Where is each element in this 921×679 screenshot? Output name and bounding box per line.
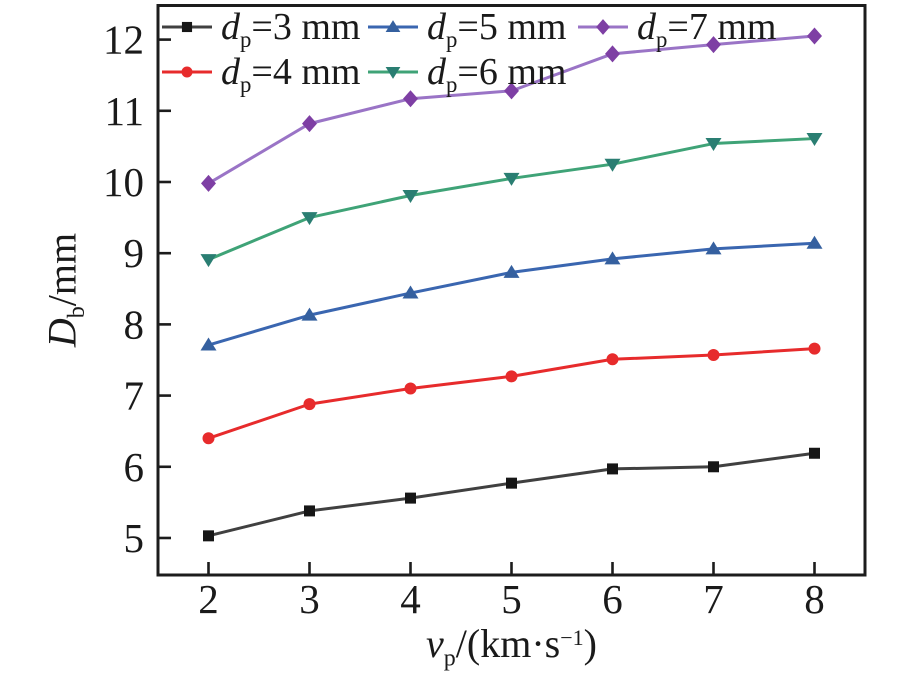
triangle-down-marker — [604, 158, 621, 172]
x-axis-title: vp/(km·s−1) — [426, 621, 597, 672]
triangle-down-marker — [200, 254, 217, 268]
series-line — [207, 137, 815, 261]
diamond-marker — [807, 27, 822, 45]
series-line — [208, 451, 815, 538]
circle-marker — [202, 432, 215, 445]
triangle-down-marker — [301, 212, 318, 226]
triangle-up-marker — [604, 251, 621, 265]
x-tick-label: 8 — [804, 576, 825, 622]
triangle-up-marker — [503, 264, 520, 278]
diamond-marker — [201, 174, 216, 192]
triangle-down-marker — [806, 133, 823, 147]
x-tick-label: 6 — [602, 576, 623, 622]
y-tick-label: 5 — [124, 515, 145, 561]
y-tick-label: 8 — [124, 301, 145, 347]
series-dp-6-mm — [200, 133, 823, 268]
triangle-down-marker — [503, 172, 520, 186]
square-marker — [607, 463, 618, 475]
x-tick-label: 4 — [400, 576, 421, 622]
triangle-up-marker — [200, 337, 217, 351]
square-marker — [203, 530, 214, 542]
circle-marker — [505, 370, 518, 383]
y-tick-label: 9 — [124, 230, 145, 276]
triangle-up-marker — [705, 241, 722, 255]
x-tick-label: 5 — [501, 576, 522, 622]
series-dp-7-mm — [201, 27, 822, 192]
diamond-marker — [504, 82, 519, 100]
x-axis-ticks: 2 3 4 5 6 7 8 — [198, 562, 825, 622]
square-marker — [506, 477, 517, 489]
triangle-down-marker — [402, 190, 419, 204]
x-tick-label: 7 — [703, 576, 724, 622]
square-marker — [405, 492, 416, 504]
y-tick-label: 11 — [105, 88, 144, 134]
diamond-marker — [706, 36, 721, 54]
diamond-marker — [605, 45, 620, 63]
circle-marker — [303, 398, 316, 411]
diamond-marker — [403, 90, 418, 108]
triangle-up-marker — [301, 307, 318, 321]
y-tick-label: 12 — [103, 17, 144, 63]
series-line — [208, 347, 815, 440]
triangle-down-marker — [705, 138, 722, 152]
triangle-up-marker — [806, 235, 823, 249]
circle-marker — [404, 382, 417, 395]
square-marker — [708, 461, 719, 473]
y-axis-title: Db/mm — [39, 232, 90, 348]
y-axis-ticks: 5 6 7 8 9 10 11 12 — [103, 17, 171, 561]
circle-marker — [707, 349, 720, 362]
series-line — [208, 241, 815, 347]
x-tick-label: 3 — [299, 576, 320, 622]
series-line — [207, 34, 815, 185]
y-tick-label: 10 — [103, 159, 144, 205]
series-dp-4-mm — [202, 342, 821, 445]
square-marker — [809, 447, 820, 459]
y-tick-label: 6 — [124, 444, 145, 490]
circle-marker — [606, 353, 619, 366]
diamond-marker — [302, 115, 317, 133]
series-dp-3-mm — [203, 447, 820, 542]
circle-marker — [808, 342, 821, 355]
x-tick-label: 2 — [198, 576, 219, 622]
square-marker — [304, 505, 315, 517]
series-dp-5-mm — [200, 235, 823, 351]
y-tick-label: 7 — [124, 373, 145, 419]
triangle-up-marker — [402, 285, 419, 299]
